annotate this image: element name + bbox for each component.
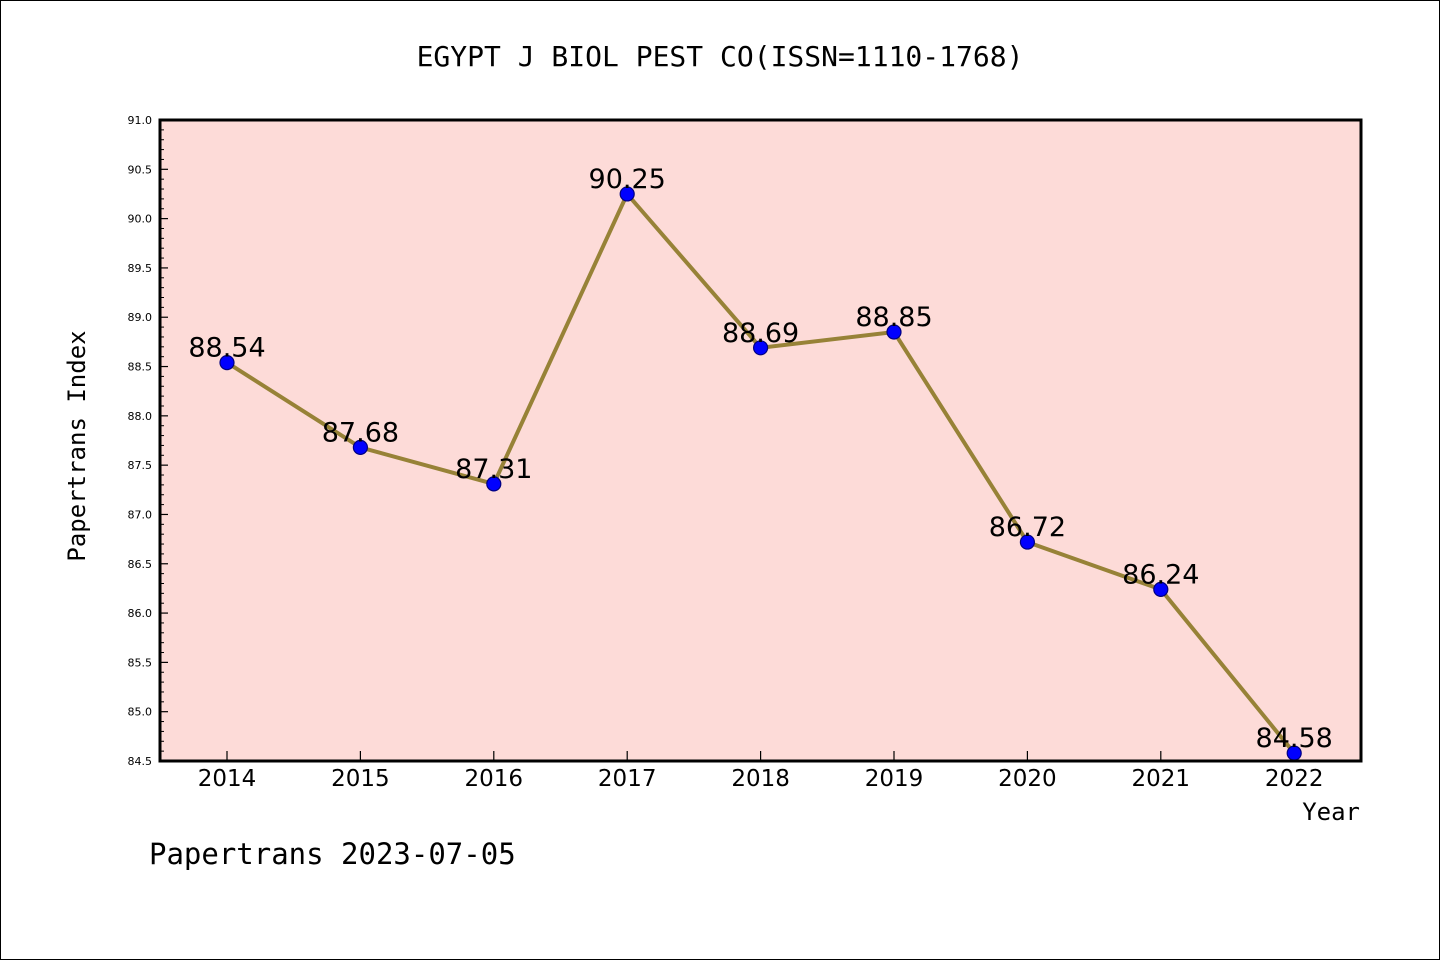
y-tick-label: 89.5 bbox=[128, 262, 153, 275]
data-label: 84.58 bbox=[1256, 723, 1333, 754]
y-tick-label: 88.5 bbox=[128, 361, 153, 374]
data-points-layer bbox=[219, 186, 1302, 761]
x-tick-label: 2019 bbox=[865, 766, 924, 792]
x-tick-label: 2020 bbox=[998, 766, 1057, 792]
data-point bbox=[886, 324, 902, 340]
x-tick-label: 2017 bbox=[598, 766, 657, 792]
y-tick-label: 88.0 bbox=[128, 410, 153, 423]
x-tick-label: 2021 bbox=[1132, 766, 1191, 792]
data-point bbox=[1153, 581, 1169, 598]
x-tick-label: 2022 bbox=[1265, 766, 1324, 792]
y-tick-label: 89.0 bbox=[128, 311, 153, 324]
data-labels-layer: 88.54 87.68 87.31 90.25 88.69 88.85 86.72 86.24… bbox=[188, 164, 1332, 754]
data-label: 87.68 bbox=[322, 417, 399, 448]
data-point bbox=[352, 439, 368, 456]
data-point bbox=[219, 354, 235, 371]
data-label: 88.69 bbox=[722, 318, 799, 349]
y-tick-label: 84.5 bbox=[128, 755, 153, 768]
x-tick-label: 2016 bbox=[465, 766, 524, 792]
data-point bbox=[1019, 534, 1036, 550]
data-point bbox=[752, 340, 769, 356]
y-tick-label: 87.0 bbox=[128, 508, 153, 521]
data-label: 86.72 bbox=[989, 512, 1066, 543]
y-axis: 84.5 85.0 85.5 86.0 86.5 87.0 87.5 88.0 88.5 89.0… bbox=[128, 114, 168, 768]
data-point bbox=[619, 186, 635, 202]
x-tick-label: 2018 bbox=[731, 766, 790, 792]
y-tick-label: 90.5 bbox=[128, 163, 153, 176]
x-axis-label: Year bbox=[1302, 798, 1360, 826]
data-label: 90.25 bbox=[589, 164, 666, 195]
footer-note: Papertrans 2023-07-05 bbox=[149, 837, 516, 871]
data-label: 88.85 bbox=[855, 302, 932, 333]
plot-border bbox=[158, 118, 1363, 763]
y-tick-label: 85.5 bbox=[128, 656, 153, 669]
data-label: 86.24 bbox=[1122, 559, 1199, 590]
y-tick-label: 91.0 bbox=[128, 114, 153, 127]
y-tick-label: 90.0 bbox=[128, 213, 153, 226]
y-tick-label: 87.5 bbox=[128, 459, 153, 472]
y-tick-label: 86.5 bbox=[128, 558, 153, 571]
data-label: 88.54 bbox=[188, 333, 265, 364]
x-tick-label: 2015 bbox=[331, 766, 390, 792]
y-axis-label: Papertrans Index bbox=[63, 330, 91, 561]
chart-title: EGYPT J BIOL PEST CO(ISSN=1110-1768) bbox=[417, 40, 1024, 73]
x-axis: 2014 2015 2016 2017 2018 2019 2020 2021 2022 bbox=[198, 751, 1324, 792]
y-tick-label: 85.0 bbox=[128, 706, 153, 719]
y-tick-label: 86.0 bbox=[128, 607, 153, 620]
x-tick-label: 2014 bbox=[198, 766, 257, 792]
data-label: 87.31 bbox=[455, 454, 532, 485]
data-point bbox=[486, 476, 502, 492]
